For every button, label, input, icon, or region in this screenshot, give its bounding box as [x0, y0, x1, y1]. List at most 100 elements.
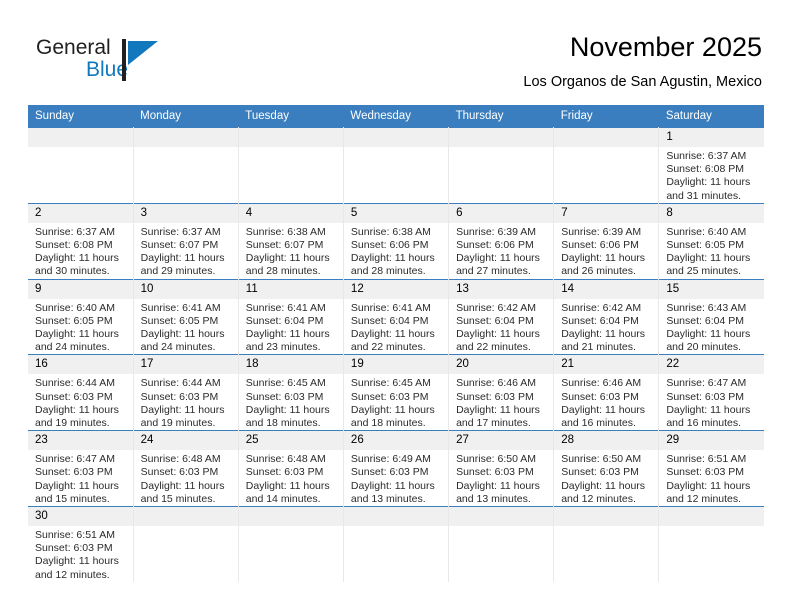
sunrise-text: Sunrise: 6:50 AM	[456, 453, 537, 466]
calendar-day-cell[interactable]: 16 Sunrise: 6:44 AM Sunset: 6:03 PM Dayligh…	[28, 354, 134, 431]
day-details: Sunrise: 6:47 AM Sunset: 6:03 PM Daylight:…	[659, 374, 764, 430]
day-details: Sunrise: 6:41 AM Sunset: 6:05 PM Daylight:…	[134, 299, 238, 355]
day-number	[28, 128, 133, 147]
day-number	[133, 507, 238, 527]
calendar-day-cell[interactable]: 20 Sunrise: 6:46 AM Sunset: 6:03 PM Dayligh…	[448, 354, 555, 431]
calendar-day-cell[interactable]: 5 Sunrise: 6:38 AM Sunset: 6:06 PM Daylight…	[343, 202, 450, 280]
sunset-text: Sunset: 6:03 PM	[245, 390, 324, 403]
sunrise-text: Sunrise: 6:44 AM	[35, 377, 115, 390]
day-number: 20	[449, 355, 554, 375]
sunset-text: Sunset: 6:03 PM	[666, 390, 744, 403]
day-details: Sunrise: 6:37 AM Sunset: 6:08 PM Daylight:…	[28, 223, 133, 279]
daylight-text: Daylight: 11 hours and 29 minutes.	[140, 252, 225, 278]
daylight-text: Daylight: 11 hours and 31 minutes.	[666, 176, 751, 202]
daylight-text: Daylight: 11 hours and 24 minutes.	[35, 328, 119, 354]
weekday-header-sunday: Sunday	[28, 105, 134, 128]
calendar-day-cell[interactable]: 28 Sunrise: 6:50 AM Sunset: 6:03 PM Dayligh…	[553, 430, 660, 507]
calendar-day-cell[interactable]: 3 Sunrise: 6:37 AM Sunset: 6:07 PM Daylight…	[133, 202, 239, 280]
calendar-day-cell[interactable]: 7 Sunrise: 6:39 AM Sunset: 6:06 PM Daylight…	[553, 202, 660, 280]
calendar-day-cell[interactable]: 26 Sunrise: 6:49 AM Sunset: 6:03 PM Dayligh…	[343, 430, 450, 507]
day-number: 19	[343, 355, 449, 375]
day-number: 26	[343, 431, 449, 451]
calendar-day-cell[interactable]: 23 Sunrise: 6:47 AM Sunset: 6:03 PM Dayligh…	[28, 430, 134, 507]
day-number	[449, 507, 554, 527]
calendar-day-cell[interactable]: 15 Sunrise: 6:43 AM Sunset: 6:04 PM Dayligh…	[658, 278, 764, 355]
day-details: Sunrise: 6:51 AM Sunset: 6:03 PM Daylight:…	[659, 450, 764, 506]
calendar-day-cell[interactable]: 22 Sunrise: 6:47 AM Sunset: 6:03 PM Dayligh…	[658, 354, 764, 431]
weekday-header-wednesday: Wednesday	[343, 105, 449, 128]
calendar-day-cell[interactable]: 10 Sunrise: 6:41 AM Sunset: 6:05 PM Dayligh…	[133, 278, 239, 355]
page-subtitle: Los Organos de San Agustin, Mexico	[523, 74, 762, 90]
day-details: Sunrise: 6:44 AM Sunset: 6:03 PM Daylight:…	[134, 374, 238, 430]
calendar-day-cell[interactable]: 2 Sunrise: 6:37 AM Sunset: 6:08 PM Daylight…	[28, 202, 134, 280]
calendar-day-cell[interactable]: 11 Sunrise: 6:41 AM Sunset: 6:04 PM Dayligh…	[238, 278, 344, 355]
day-number: 22	[659, 355, 764, 375]
calendar-empty-cell	[28, 127, 134, 204]
day-number: 6	[449, 203, 554, 223]
sunrise-text: Sunrise: 6:41 AM	[350, 301, 431, 314]
day-number	[238, 507, 343, 527]
calendar-day-cell[interactable]: 4 Sunrise: 6:38 AM Sunset: 6:07 PM Daylight…	[238, 202, 344, 280]
daylight-text: Daylight: 11 hours and 18 minutes.	[350, 403, 435, 430]
day-details: Sunrise: 6:42 AM Sunset: 6:04 PM Daylight:…	[554, 299, 658, 355]
calendar-day-cell[interactable]: 24 Sunrise: 6:48 AM Sunset: 6:03 PM Dayligh…	[133, 430, 239, 507]
sunset-text: Sunset: 6:03 PM	[35, 542, 113, 555]
calendar-empty-cell	[133, 127, 239, 204]
day-number	[449, 128, 554, 147]
calendar-day-cell[interactable]: 21 Sunrise: 6:46 AM Sunset: 6:03 PM Dayligh…	[553, 354, 660, 431]
brand-logo[interactable]: General Blue	[36, 36, 216, 90]
calendar-day-cell[interactable]: 9 Sunrise: 6:40 AM Sunset: 6:05 PM Daylight…	[28, 278, 134, 355]
weekday-header-row: Sunday Monday Tuesday Wednesday Thursday…	[28, 105, 764, 128]
sunrise-text: Sunrise: 6:51 AM	[35, 529, 115, 542]
daylight-text: Daylight: 11 hours and 16 minutes.	[561, 403, 646, 430]
calendar-day-cell[interactable]: 17 Sunrise: 6:44 AM Sunset: 6:03 PM Dayligh…	[133, 354, 239, 431]
sunset-text: Sunset: 6:03 PM	[666, 466, 744, 479]
calendar-day-cell[interactable]: 19 Sunrise: 6:45 AM Sunset: 6:03 PM Dayligh…	[343, 354, 450, 431]
calendar-day-cell[interactable]: 27 Sunrise: 6:50 AM Sunset: 6:03 PM Dayligh…	[448, 430, 555, 507]
sunrise-text: Sunrise: 6:39 AM	[561, 225, 642, 238]
day-number: 4	[238, 203, 343, 223]
day-details: Sunrise: 6:48 AM Sunset: 6:03 PM Daylight:…	[239, 450, 343, 506]
calendar-day-cell[interactable]: 30 Sunrise: 6:51 AM Sunset: 6:03 PM Dayligh…	[28, 506, 134, 582]
day-details: Sunrise: 6:37 AM Sunset: 6:08 PM Daylight:…	[659, 147, 764, 203]
sunrise-text: Sunrise: 6:44 AM	[140, 377, 221, 390]
day-details: Sunrise: 6:39 AM Sunset: 6:06 PM Daylight:…	[554, 223, 658, 279]
weekday-header-monday: Monday	[133, 105, 239, 128]
calendar-day-cell[interactable]: 14 Sunrise: 6:42 AM Sunset: 6:04 PM Dayligh…	[553, 278, 660, 355]
calendar-day-cell[interactable]: 18 Sunrise: 6:45 AM Sunset: 6:03 PM Dayligh…	[238, 354, 344, 431]
day-details: Sunrise: 6:42 AM Sunset: 6:04 PM Daylight:…	[449, 299, 553, 355]
sunset-text: Sunset: 6:07 PM	[245, 239, 324, 252]
sunrise-text: Sunrise: 6:38 AM	[350, 225, 431, 238]
day-number: 30	[28, 507, 133, 527]
calendar-day-cell[interactable]: 25 Sunrise: 6:48 AM Sunset: 6:03 PM Dayligh…	[238, 430, 344, 507]
sunrise-text: Sunrise: 6:46 AM	[456, 377, 537, 390]
calendar-day-cell[interactable]: 13 Sunrise: 6:42 AM Sunset: 6:04 PM Dayligh…	[448, 278, 555, 355]
daylight-text: Daylight: 11 hours and 24 minutes.	[140, 328, 225, 354]
daylight-text: Daylight: 11 hours and 30 minutes.	[35, 252, 119, 278]
daylight-text: Daylight: 11 hours and 17 minutes.	[456, 403, 540, 430]
calendar-day-cell[interactable]: 1 Sunrise: 6:37 AM Sunset: 6:08 PM Daylight…	[658, 127, 764, 204]
day-number: 29	[659, 431, 764, 451]
sunrise-text: Sunrise: 6:46 AM	[561, 377, 642, 390]
calendar-empty-cell	[238, 127, 344, 204]
daylight-text: Daylight: 11 hours and 15 minutes.	[140, 479, 225, 505]
sunrise-text: Sunrise: 6:38 AM	[245, 225, 326, 238]
day-number: 2	[28, 203, 133, 223]
sunrise-text: Sunrise: 6:37 AM	[35, 225, 115, 238]
sunset-text: Sunset: 6:06 PM	[456, 239, 534, 252]
sunset-text: Sunset: 6:08 PM	[666, 163, 744, 176]
sunset-text: Sunset: 6:05 PM	[666, 239, 744, 252]
sunset-text: Sunset: 6:05 PM	[35, 314, 113, 327]
day-details: Sunrise: 6:47 AM Sunset: 6:03 PM Daylight:…	[28, 450, 133, 506]
sunset-text: Sunset: 6:04 PM	[245, 314, 324, 327]
calendar-day-cell[interactable]: 6 Sunrise: 6:39 AM Sunset: 6:06 PM Daylight…	[448, 202, 555, 280]
day-details: Sunrise: 6:38 AM Sunset: 6:06 PM Daylight:…	[344, 223, 448, 279]
day-number: 9	[28, 279, 133, 299]
calendar-day-cell[interactable]: 8 Sunrise: 6:40 AM Sunset: 6:05 PM Daylight…	[658, 202, 764, 280]
sunset-text: Sunset: 6:03 PM	[245, 466, 324, 479]
daylight-text: Daylight: 11 hours and 28 minutes.	[350, 252, 435, 278]
calendar-day-cell[interactable]: 12 Sunrise: 6:41 AM Sunset: 6:04 PM Dayligh…	[343, 278, 450, 355]
sunrise-text: Sunrise: 6:45 AM	[245, 377, 326, 390]
day-number	[659, 507, 764, 527]
calendar-day-cell[interactable]: 29 Sunrise: 6:51 AM Sunset: 6:03 PM Dayligh…	[658, 430, 764, 507]
